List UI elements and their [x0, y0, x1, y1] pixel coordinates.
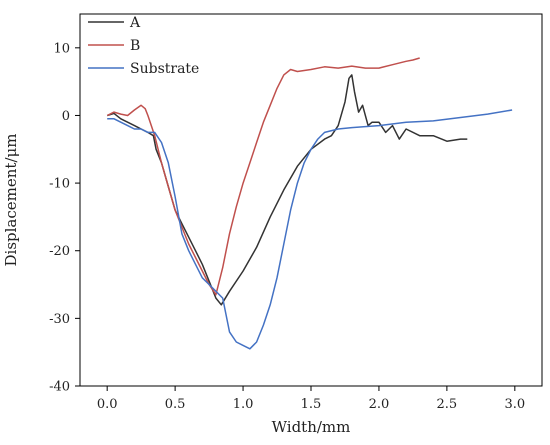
x-tick-label: 1.0: [233, 397, 254, 412]
x-axis-title: Width/mm: [272, 418, 351, 436]
x-tick-label: 0.0: [97, 397, 118, 412]
x-tick-label: 3.0: [504, 397, 525, 412]
legend-label-b: B: [130, 38, 140, 54]
y-axis-ticks: -40 -30 -20 -10 0 10: [49, 41, 80, 395]
x-axis-ticks: 0.0 0.5 1.0 1.5 2.0 2.5 3.0: [97, 386, 525, 412]
series-line-b: [106, 57, 420, 296]
y-tick-label: -40: [49, 380, 70, 395]
y-tick-label: -30: [49, 312, 70, 327]
series-line-a: [106, 74, 468, 306]
legend-label-a: A: [129, 15, 141, 31]
y-tick-label: -10: [49, 177, 70, 192]
y-tick-label: 10: [53, 41, 70, 56]
y-tick-label: -20: [49, 244, 70, 259]
x-tick-label: 1.5: [301, 397, 322, 412]
x-tick-label: 2.0: [369, 397, 390, 412]
x-tick-label: 2.5: [437, 397, 458, 412]
y-tick-label: 0: [62, 109, 70, 124]
x-tick-label: 0.5: [165, 397, 186, 412]
y-axis-title: Displacement/μm: [2, 134, 20, 267]
series-line-substrate: [107, 109, 513, 350]
legend-label-substrate: Substrate: [130, 61, 199, 77]
legend: AB Substrate: [88, 15, 199, 77]
series-layer: [106, 57, 513, 350]
